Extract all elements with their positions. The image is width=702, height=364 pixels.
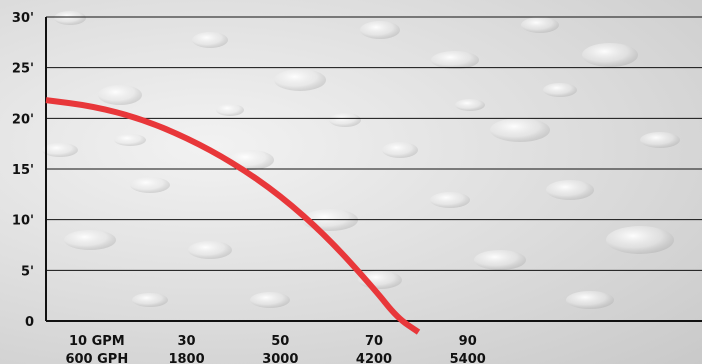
water-droplet bbox=[42, 143, 78, 157]
y-tick-label: 30' bbox=[12, 11, 34, 26]
axes bbox=[45, 17, 702, 322]
water-droplet bbox=[360, 21, 400, 39]
water-droplet bbox=[521, 17, 559, 33]
x-tick-label-gph: 4200 bbox=[356, 352, 392, 364]
water-droplet bbox=[606, 226, 674, 254]
x-tick-label-gpm: 10 GPM bbox=[69, 334, 125, 349]
x-tick-label-gpm: 30 bbox=[178, 334, 196, 349]
x-tick-label-gph: 5400 bbox=[450, 352, 486, 364]
water-droplet bbox=[114, 134, 146, 146]
water-droplet bbox=[566, 291, 614, 309]
water-droplet bbox=[640, 132, 680, 148]
water-droplet bbox=[582, 43, 638, 67]
y-tick-label: 5' bbox=[21, 264, 34, 279]
x-tick-label-gpm: 90 bbox=[459, 334, 477, 349]
water-droplet bbox=[546, 180, 594, 200]
water-droplet bbox=[543, 83, 577, 97]
water-droplet bbox=[430, 192, 470, 208]
y-tick-label: 0 bbox=[25, 315, 34, 330]
y-tick-label: 15' bbox=[12, 163, 34, 178]
water-droplet bbox=[216, 104, 244, 116]
water-droplet bbox=[329, 113, 361, 127]
x-tick-label-gpm: 70 bbox=[365, 334, 383, 349]
water-droplet bbox=[455, 99, 485, 111]
water-droplet bbox=[64, 230, 116, 250]
water-droplet bbox=[274, 69, 326, 91]
y-tick-label: 25' bbox=[12, 62, 34, 77]
x-tick-label-gph: 600 GPH bbox=[65, 352, 128, 364]
water-droplet bbox=[188, 241, 232, 259]
series-group bbox=[45, 97, 421, 335]
water-droplet bbox=[130, 177, 170, 193]
grid-lines bbox=[46, 16, 702, 271]
water-droplet bbox=[54, 11, 86, 25]
y-tick-label: 20' bbox=[12, 112, 34, 127]
y-tick-label: 10' bbox=[12, 214, 34, 229]
water-droplet bbox=[132, 293, 168, 307]
water-droplet bbox=[474, 250, 526, 270]
x-tick-label-gpm: 50 bbox=[271, 334, 289, 349]
water-droplet bbox=[431, 51, 479, 69]
water-droplets-background bbox=[42, 11, 680, 309]
x-tick-labels: 10 GPM 30 50 70 90 600 GPH 1800 3000 4200 5400 bbox=[65, 334, 485, 364]
water-droplet bbox=[98, 85, 142, 105]
water-droplet bbox=[192, 32, 228, 48]
water-droplet bbox=[490, 118, 550, 142]
y-tick-labels: 0 5' 10' 15' 20' 25' 30' bbox=[12, 11, 34, 330]
water-droplet bbox=[250, 292, 290, 308]
performance-curve-line bbox=[45, 97, 421, 335]
x-tick-label-gph: 3000 bbox=[262, 352, 298, 364]
x-tick-label-gph: 1800 bbox=[168, 352, 204, 364]
water-droplet bbox=[382, 142, 418, 158]
